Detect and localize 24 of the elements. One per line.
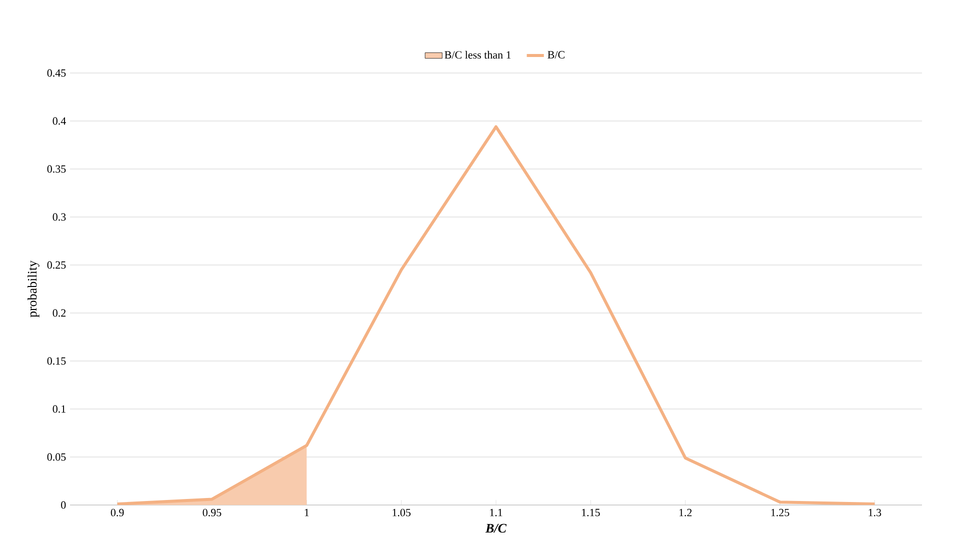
y-tick-label: 0.3 xyxy=(52,213,66,221)
x-tick-label: 1.1 xyxy=(490,508,502,516)
legend-label: B/C less than 1 xyxy=(444,50,511,59)
y-tick-label: 0.2 xyxy=(52,309,66,317)
legend-label: B/C xyxy=(548,51,564,58)
y-tick-label: 0 xyxy=(61,501,66,509)
x-tick-label: 1.15 xyxy=(582,508,600,516)
y-tick-label: 0.25 xyxy=(47,261,66,269)
y-tick-label: 0.4 xyxy=(52,117,66,125)
x-tick-label: 0.9 xyxy=(110,508,124,516)
x-tick-label: 1.3 xyxy=(868,508,882,516)
y-tick-label: 0.45 xyxy=(47,69,66,77)
y-axis-title: probability xyxy=(28,260,40,318)
x-tick-label: 0.95 xyxy=(202,508,222,516)
x-tick-label: 1.2 xyxy=(679,508,692,516)
y-tick-label: 0.05 xyxy=(47,453,66,461)
y-tick-label: 0.15 xyxy=(47,357,66,365)
y-tick-label: 0.35 xyxy=(47,165,66,173)
x-axis-title: B/C xyxy=(485,524,507,533)
x-tick-label: 1 xyxy=(304,508,309,516)
x-tick-label: 1.05 xyxy=(392,508,411,516)
y-tick-label: 0.1 xyxy=(52,405,66,413)
line-series xyxy=(116,125,876,505)
x-tick-label: 1.25 xyxy=(771,508,790,516)
